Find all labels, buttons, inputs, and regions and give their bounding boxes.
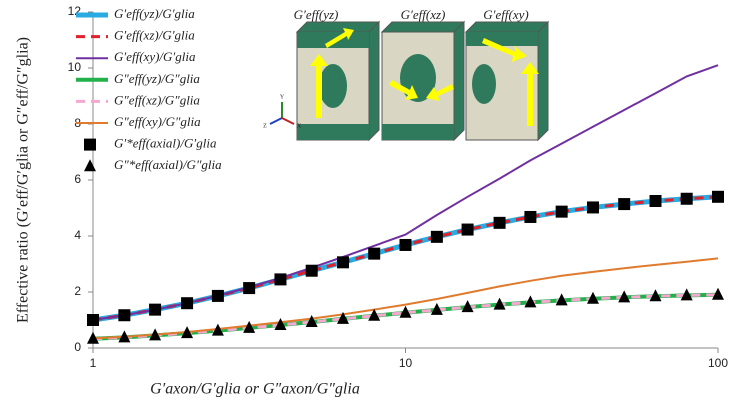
inset-label: G′eff(xy) [483, 7, 528, 22]
legend: G′eff(yz)/G′glia G′eff(xz)/G′glia G′eff(xy… [76, 6, 222, 172]
cube-yz [297, 22, 379, 140]
triad-label: Y [280, 94, 285, 100]
square-marker [712, 191, 724, 203]
cube-xy [466, 22, 548, 140]
inset-label: G′eff(xz) [401, 7, 446, 22]
triad-label: Z [263, 123, 267, 129]
inset-label: G′eff(yz) [294, 7, 339, 22]
square-marker [118, 309, 130, 321]
square-marker [181, 297, 193, 309]
square-marker [274, 273, 286, 285]
legend-label: G′eff(xy)/G′glia [114, 49, 196, 64]
square-marker [243, 282, 255, 294]
x-tick-label: 10 [399, 356, 413, 370]
square-marker [337, 256, 349, 268]
x-axis-label: G′axon/G′glia or G″axon/G″glia [150, 381, 360, 398]
square-marker [306, 265, 318, 277]
square-marker [524, 211, 536, 223]
square-marker [212, 290, 224, 302]
legend-label: G″eff(yz)/G″glia [114, 71, 200, 86]
axis-triad: Y Z X [263, 94, 302, 129]
square-marker [462, 224, 474, 236]
square-marker [556, 206, 568, 218]
legend-label: G′eff(xz)/G′glia [114, 28, 195, 43]
page: G′eff(yz) G′eff(xz) G′eff(xy) Y Z X G′ax… [0, 0, 751, 415]
legend-label: G″*eff(axial)/G″glia [114, 157, 222, 172]
triangle-marker [84, 159, 96, 171]
square-marker [368, 248, 380, 260]
square-marker [618, 198, 630, 210]
inset: G′eff(yz) G′eff(xz) G′eff(xy) Y Z X [263, 7, 548, 140]
legend-label: G′eff(yz)/G′glia [114, 6, 195, 21]
square-marker [84, 139, 96, 151]
square-marker [587, 201, 599, 213]
y-tick-label: 0 [74, 340, 81, 354]
y-tick-label: 10 [68, 60, 82, 74]
square-marker [650, 195, 662, 207]
square-marker [149, 304, 161, 316]
square-marker [681, 193, 693, 205]
y-tick-label: 6 [74, 172, 81, 186]
legend-label: G″eff(xz)/G″glia [114, 92, 200, 107]
legend-label: G″eff(xy)/G″glia [114, 114, 201, 129]
x-tick-label: 1 [90, 356, 97, 370]
square-marker [400, 239, 412, 251]
square-marker [87, 314, 99, 326]
y-axis-label: Effective ratio (G′eff/G′glia or G″eff/G… [15, 37, 32, 323]
square-marker [494, 217, 506, 229]
cube-xz [382, 22, 464, 140]
y-tick-label: 2 [74, 284, 81, 298]
legend-label: G′*eff(axial)/G′glia [114, 136, 217, 151]
x-tick-label: 100 [708, 356, 728, 370]
chart: G′eff(yz) G′eff(xz) G′eff(xy) Y Z X G′ax… [0, 0, 751, 410]
square-marker [431, 231, 443, 243]
triad-label: X [297, 123, 302, 129]
y-tick-label: 4 [74, 228, 81, 242]
